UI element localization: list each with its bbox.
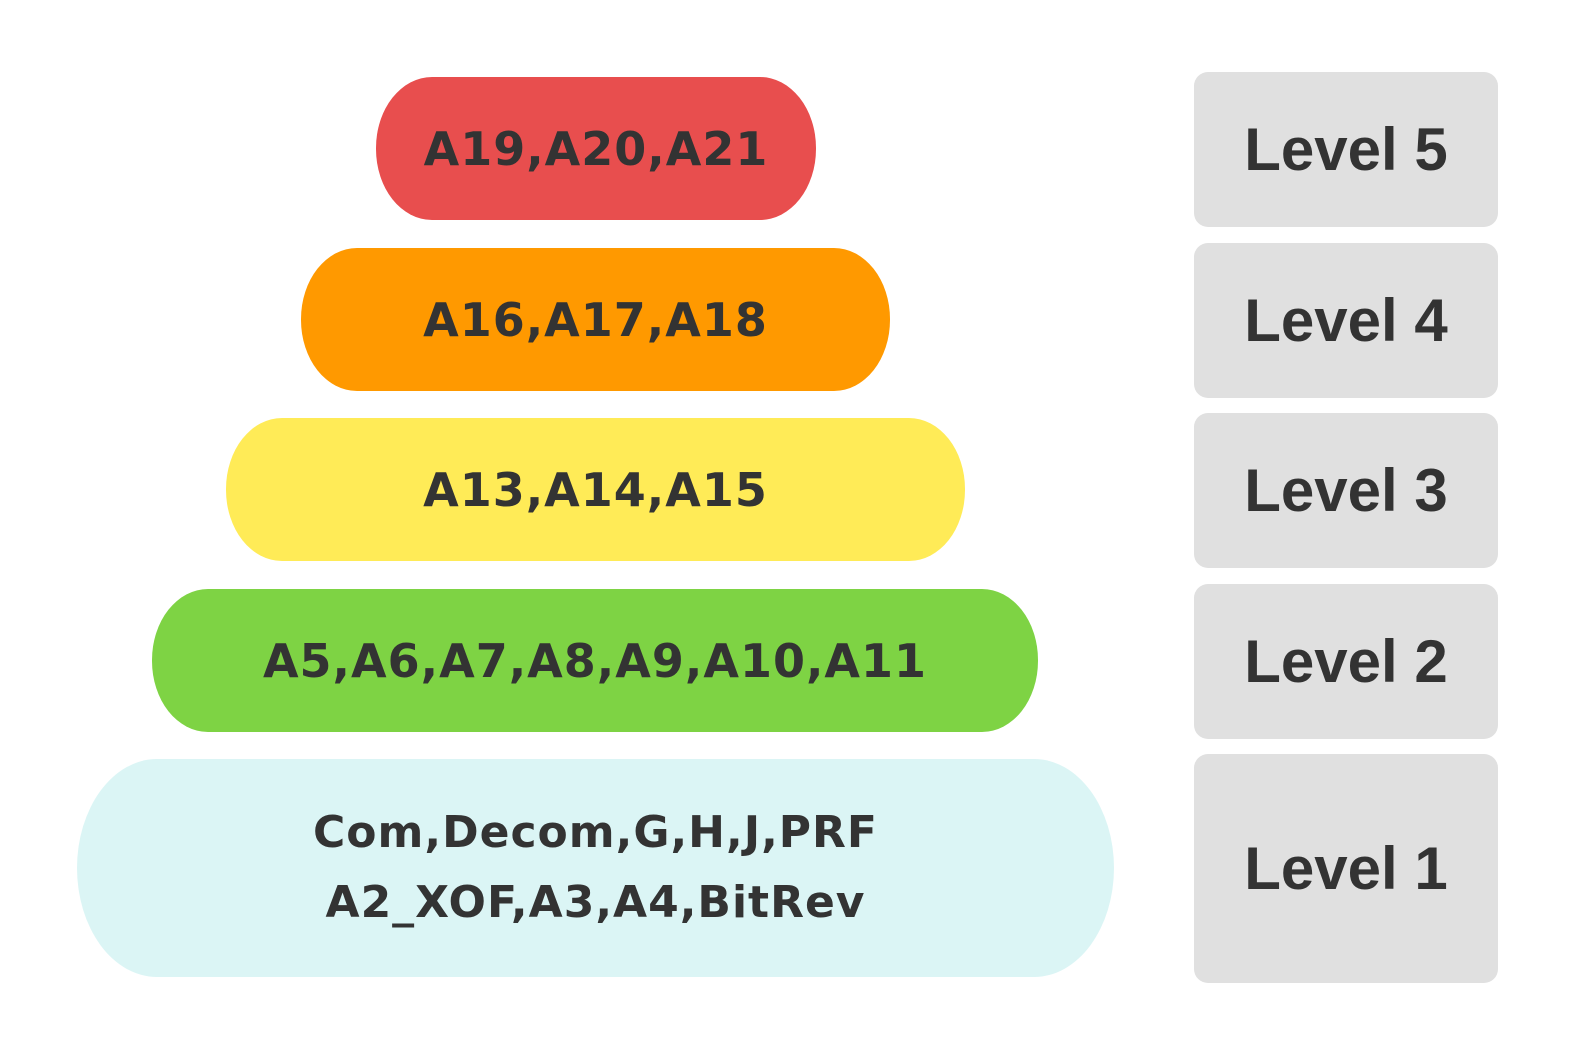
tier-label-line-1: Com,Decom,G,H,J,PRF bbox=[313, 807, 878, 858]
level-1-label: Level 1 bbox=[1194, 754, 1498, 983]
tier-level-4: A16,A17,A18 bbox=[301, 248, 890, 391]
level-3-label: Level 3 bbox=[1194, 413, 1498, 568]
tier-label: A19,A20,A21 bbox=[423, 121, 769, 176]
level-4-label: Level 4 bbox=[1194, 243, 1498, 398]
tier-label-line-2: A2_XOF,A3,A4,BitRev bbox=[325, 877, 866, 928]
level-2-label: Level 2 bbox=[1194, 584, 1498, 739]
tier-label: A13,A14,A15 bbox=[423, 462, 768, 517]
tier-level-2: A5,A6,A7,A8,A9,A10,A11 bbox=[152, 589, 1038, 732]
tier-level-3: A13,A14,A15 bbox=[226, 418, 965, 561]
tier-level-1: Com,Decom,G,H,J,PRF A2_XOF,A3,A4,BitRev bbox=[77, 759, 1114, 977]
level-5-label: Level 5 bbox=[1194, 72, 1498, 227]
tier-label: A16,A17,A18 bbox=[423, 292, 768, 347]
tier-label: A5,A6,A7,A8,A9,A10,A11 bbox=[262, 633, 928, 688]
tier-level-5: A19,A20,A21 bbox=[376, 77, 816, 220]
